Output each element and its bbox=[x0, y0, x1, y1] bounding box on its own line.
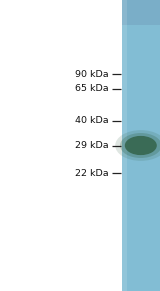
Text: 65 kDa: 65 kDa bbox=[75, 84, 109, 93]
Ellipse shape bbox=[120, 133, 160, 158]
Bar bbox=[122, 0, 160, 25]
Ellipse shape bbox=[115, 130, 160, 161]
Text: 90 kDa: 90 kDa bbox=[75, 70, 109, 79]
Text: 29 kDa: 29 kDa bbox=[75, 141, 109, 150]
Bar bbox=[122, 0, 127, 291]
Bar bbox=[122, 0, 160, 291]
Text: 40 kDa: 40 kDa bbox=[75, 116, 109, 125]
Text: 22 kDa: 22 kDa bbox=[75, 169, 109, 178]
Ellipse shape bbox=[125, 136, 157, 155]
